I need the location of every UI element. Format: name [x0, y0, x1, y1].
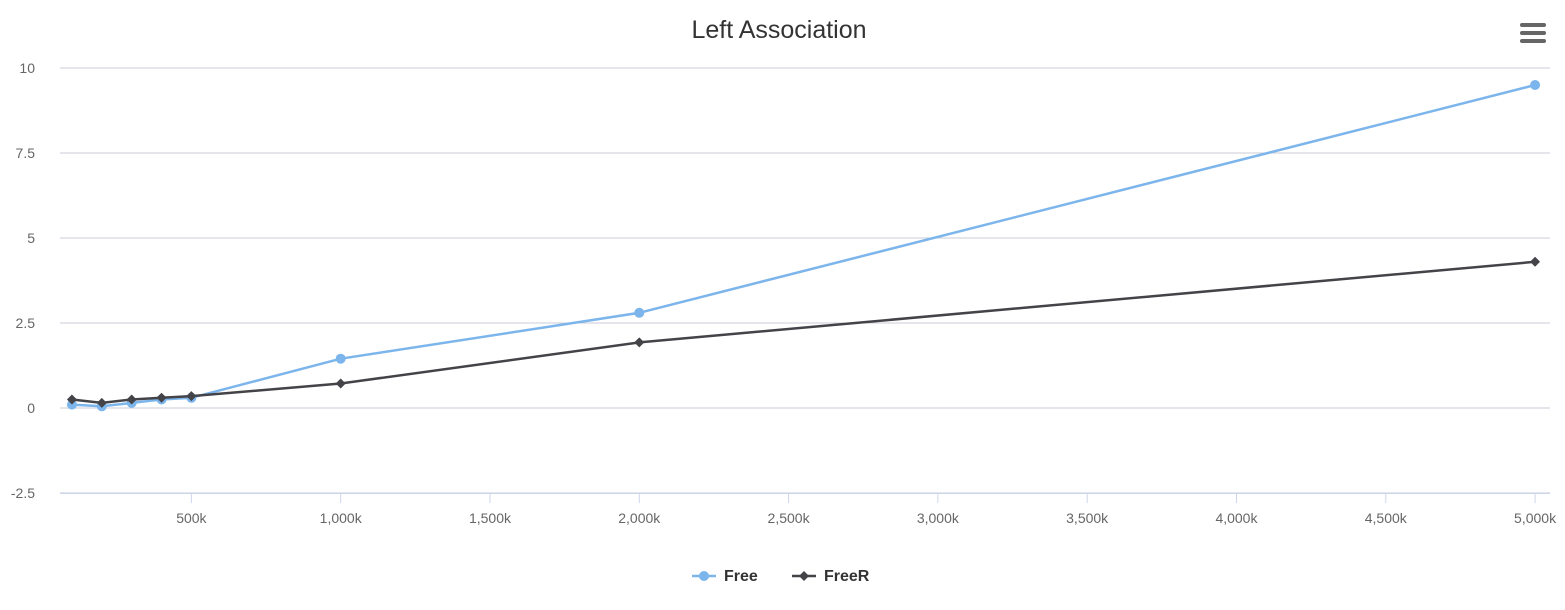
series-line[interactable] [70, 260, 1537, 405]
x-tick-label: 2,500k [768, 510, 811, 526]
data-point[interactable] [186, 391, 197, 402]
x-tick-label: 1,000k [320, 510, 363, 526]
x-tick-label: 500k [176, 510, 207, 526]
data-point[interactable] [66, 394, 77, 405]
y-axis-labels: -2.5 0 2.5 5 7.5 10 [11, 60, 35, 501]
legend-label: FreeR [824, 568, 870, 585]
legend-item-freer[interactable]: FreeR [792, 568, 870, 585]
data-point[interactable] [1530, 80, 1541, 90]
legend-marker [699, 571, 709, 581]
data-point[interactable] [335, 353, 346, 364]
legend-label: Free [724, 568, 758, 585]
hamburger-menu-icon[interactable] [1514, 16, 1550, 50]
legend-item-free[interactable]: Free [692, 568, 758, 585]
data-point[interactable] [335, 378, 346, 389]
y-tick-label: 5 [27, 230, 35, 246]
y-tick-label: 10 [19, 60, 35, 76]
x-tick-label: 5,000k [1514, 510, 1557, 526]
y-tick-label: 2.5 [16, 315, 36, 331]
data-point[interactable] [66, 399, 77, 410]
y-tick-label: 7.5 [16, 145, 36, 161]
data-point[interactable] [634, 337, 645, 348]
series-free [66, 80, 1541, 412]
data-point[interactable] [126, 394, 137, 405]
y-tick-label: -2.5 [11, 485, 35, 501]
x-tick-label: 3,000k [917, 510, 960, 526]
series-group [66, 80, 1541, 412]
series-line[interactable] [70, 83, 1537, 408]
data-point[interactable] [1530, 256, 1541, 267]
y-tick-label: 0 [27, 400, 35, 416]
x-tick-label: 2,000k [618, 510, 661, 526]
x-axis-labels: 500k 1,000k 1,500k 2,000k 2,500k 3,000k 3,500k… [176, 510, 1557, 526]
legend-marker [799, 571, 809, 581]
chart-title: Left Association [691, 16, 866, 44]
data-point[interactable] [156, 392, 167, 403]
x-tick-label: 4,000k [1215, 510, 1258, 526]
series-freer [66, 256, 1541, 408]
x-tick-label: 3,500k [1066, 510, 1109, 526]
x-axis [60, 493, 1550, 503]
legend: Free FreeR [692, 568, 870, 585]
x-tick-label: 1,500k [469, 510, 512, 526]
data-point[interactable] [96, 397, 107, 408]
data-point[interactable] [634, 307, 645, 318]
x-tick-label: 4,500k [1365, 510, 1408, 526]
